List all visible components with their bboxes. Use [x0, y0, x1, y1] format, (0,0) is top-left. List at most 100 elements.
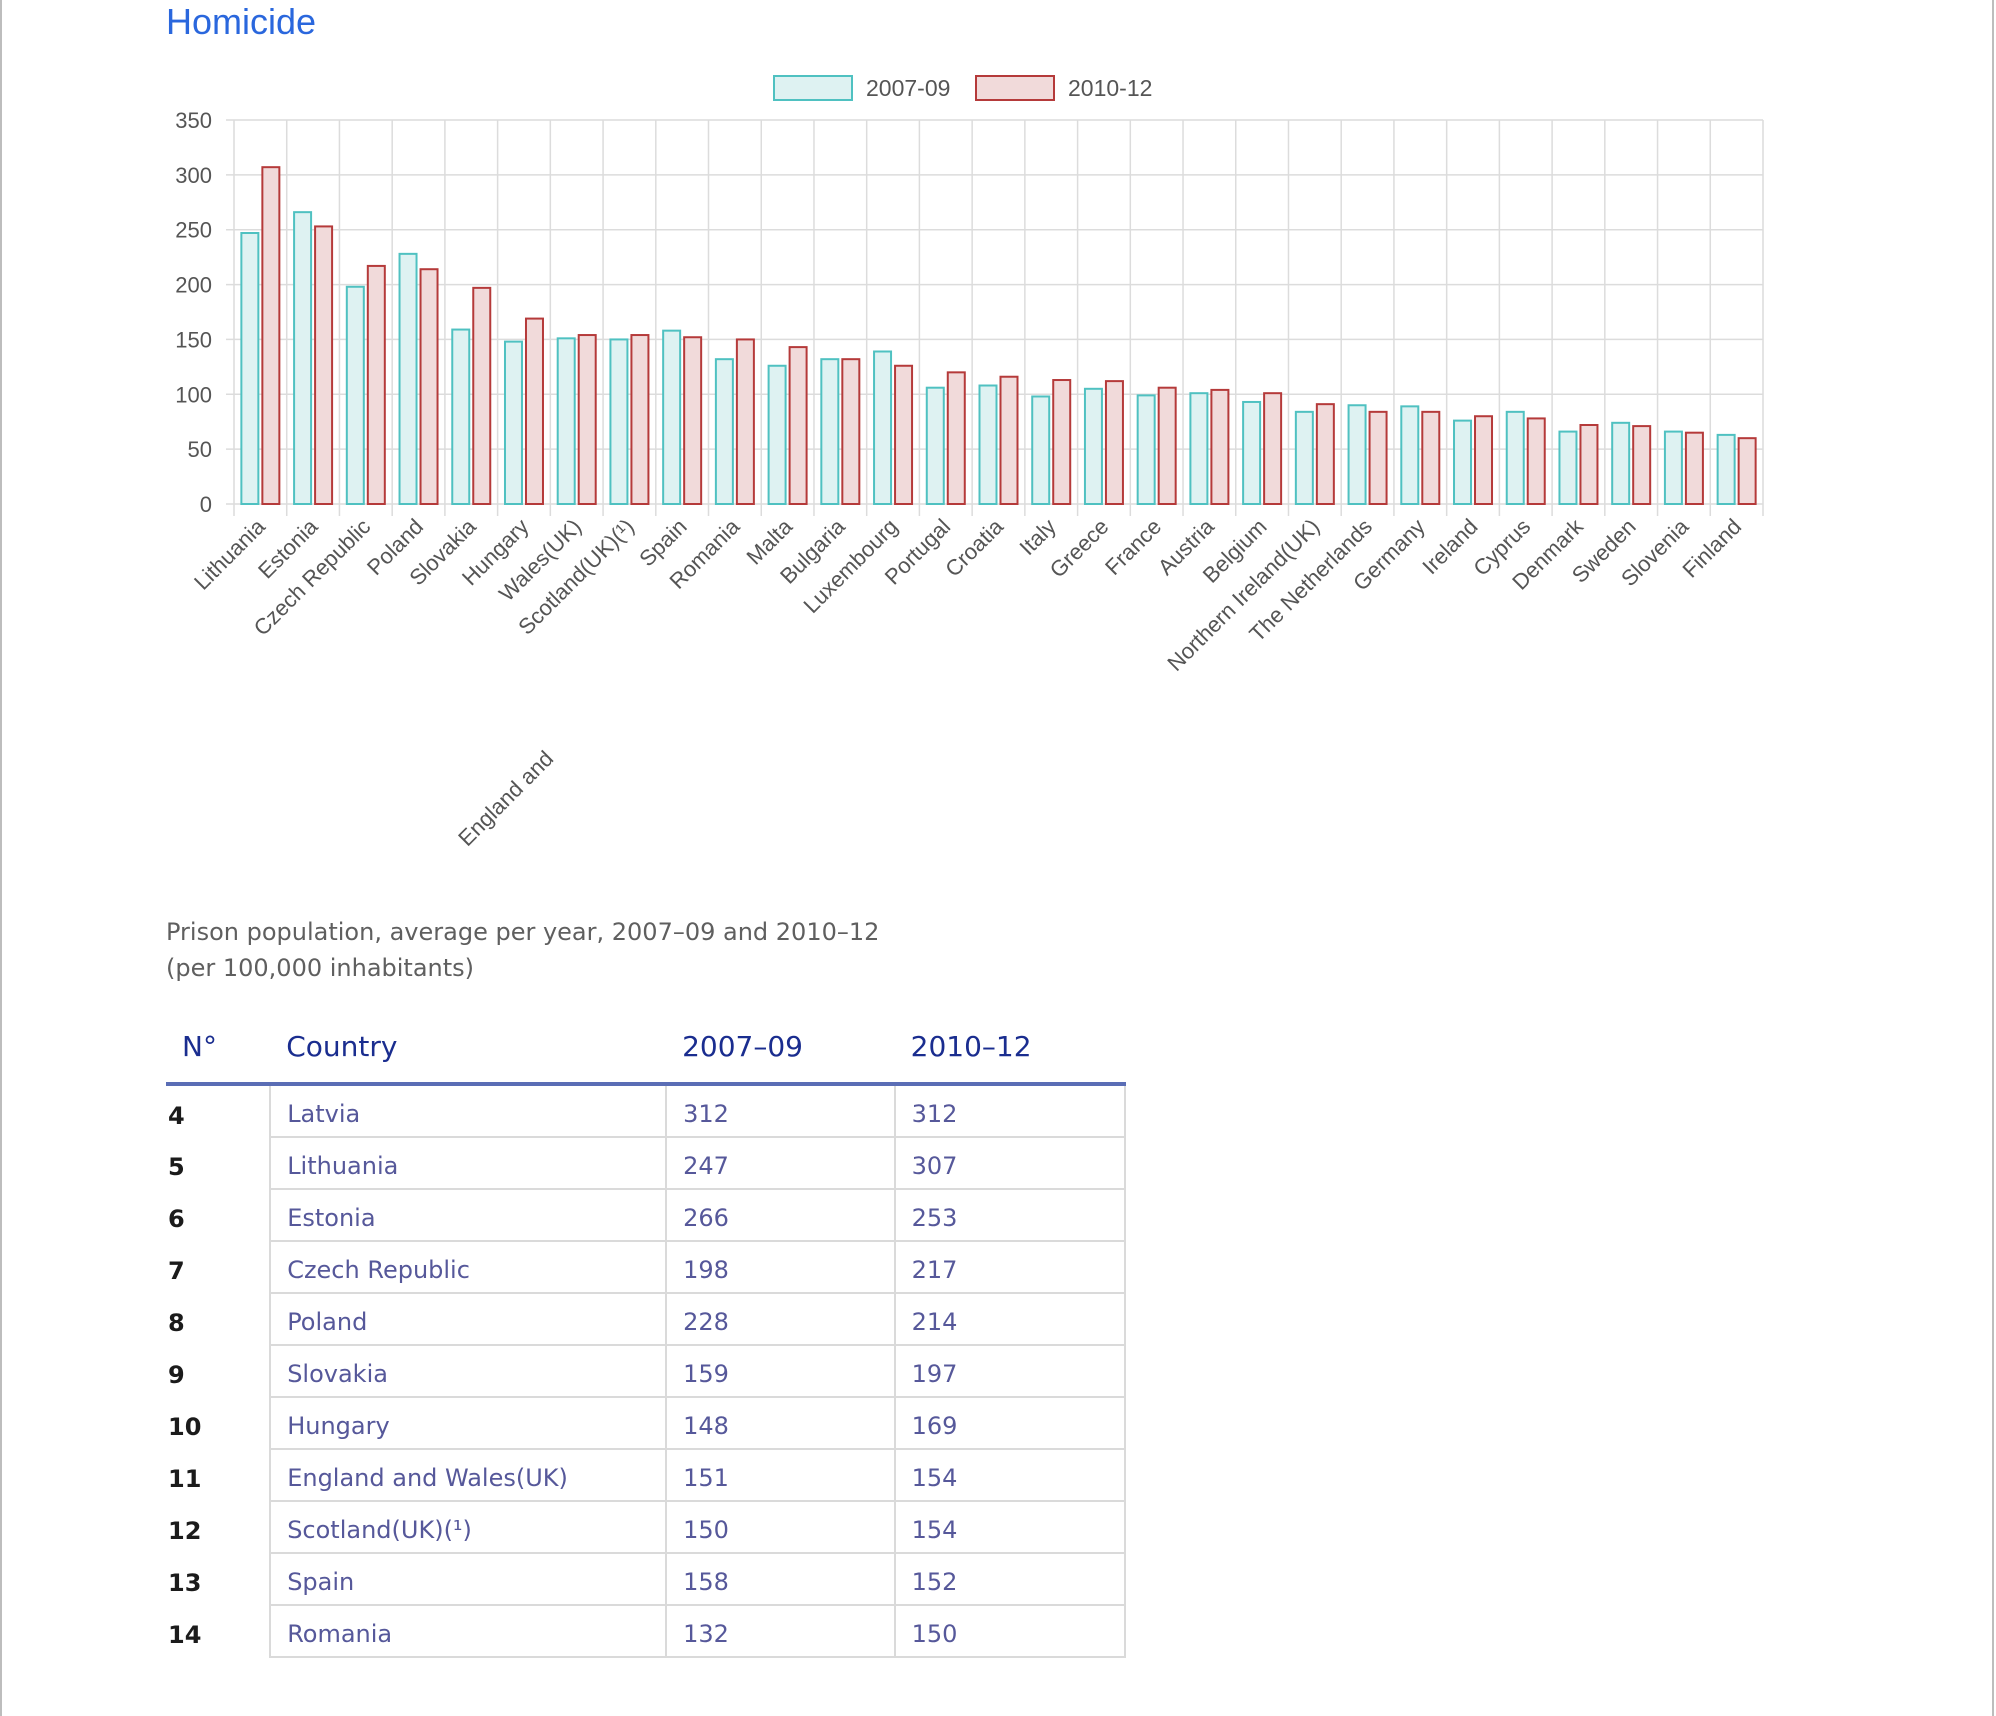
bar-2010-12[interactable] [1632, 425, 1652, 505]
legend-swatch-2007-09[interactable] [773, 75, 853, 101]
bar-2010-12[interactable] [999, 375, 1019, 505]
column-header-country[interactable]: Country [270, 1010, 667, 1086]
row-value-2010-12: 150 [893, 1605, 1127, 1658]
bar-2010-12[interactable] [1579, 424, 1599, 505]
bar-2007-09[interactable] [293, 211, 313, 505]
bar-2010-12[interactable] [366, 264, 386, 506]
bar-2007-09[interactable] [714, 358, 734, 506]
bar-2007-09[interactable] [240, 232, 260, 505]
x-tick-label: Ireland [1417, 514, 1482, 579]
row-country[interactable]: Romania [269, 1605, 667, 1658]
bar-2010-12[interactable] [524, 317, 544, 505]
bar-2010-12[interactable] [630, 334, 650, 506]
bar-2007-09[interactable] [978, 384, 998, 506]
bar-2007-09[interactable] [1453, 419, 1473, 506]
row-country[interactable]: Estonia [269, 1189, 667, 1242]
bar-2010-12[interactable] [1526, 417, 1546, 505]
bar-2007-09[interactable] [1400, 405, 1420, 505]
bar-2007-09[interactable] [503, 340, 523, 505]
table-row: 12 Scotland(UK)(¹) 150 154 [166, 1501, 1127, 1554]
bar-2007-09[interactable] [1611, 421, 1631, 505]
bar-2007-09[interactable] [925, 386, 945, 505]
section-heading: Homicide [166, 1, 317, 42]
bar-2007-09[interactable] [609, 338, 629, 505]
bar-2007-09[interactable] [767, 364, 787, 506]
row-value-2007-09: 151 [665, 1449, 895, 1502]
bar-2010-12[interactable] [788, 346, 808, 506]
bar-2007-09[interactable] [1083, 387, 1103, 505]
bar-2010-12[interactable] [894, 364, 914, 506]
bar-2007-09[interactable] [1294, 410, 1314, 505]
bar-2007-09[interactable] [1031, 395, 1051, 506]
row-value-2010-12: 169 [893, 1397, 1127, 1450]
row-country[interactable]: Lithuania [269, 1137, 667, 1190]
bar-2010-12[interactable] [1210, 388, 1230, 506]
bar-2010-12[interactable] [1263, 392, 1283, 505]
x-tick-label: Greece [1045, 514, 1114, 583]
table-header-row: N° Country 2007–09 2010–12 [166, 1010, 1125, 1086]
y-tick-label: 0 [200, 492, 212, 517]
bar-2007-09[interactable] [1716, 433, 1736, 506]
table-row: 8 Poland 228 214 [166, 1293, 1127, 1346]
row-country[interactable]: Czech Republic [269, 1241, 667, 1294]
bar-2010-12[interactable] [1104, 380, 1124, 505]
bar-2007-09[interactable] [345, 285, 365, 505]
column-header-number[interactable]: N° [166, 1010, 271, 1086]
bar-2010-12[interactable] [683, 336, 703, 505]
row-country[interactable]: England and Wales(UK) [269, 1449, 667, 1502]
bar-2010-12[interactable] [1684, 431, 1704, 505]
prison-population-table: N° Country 2007–09 2010–12 4 Latvia 312 312… [166, 1010, 1127, 1658]
bar-2007-09[interactable] [1189, 392, 1209, 505]
row-value-2010-12: 197 [893, 1345, 1127, 1398]
row-country[interactable]: Poland [269, 1293, 667, 1346]
column-header-2010-12[interactable]: 2010–12 [894, 1010, 1125, 1086]
row-number: 12 [168, 1517, 202, 1545]
row-country[interactable]: Slovakia [269, 1345, 667, 1398]
caption-line-2: (per 100,000 inhabitants) [166, 954, 475, 982]
row-value-2010-12: 307 [893, 1137, 1127, 1190]
bar-2007-09[interactable] [451, 328, 471, 505]
legend-label-2010-12[interactable]: 2010-12 [1068, 75, 1152, 101]
legend-swatch-2010-12[interactable] [975, 75, 1055, 101]
row-country[interactable]: Spain [269, 1553, 667, 1606]
bar-2010-12[interactable] [946, 371, 966, 506]
x-tick-label: England and [453, 746, 558, 851]
bar-2007-09[interactable] [820, 358, 840, 506]
row-value-2007-09: 159 [665, 1345, 895, 1398]
bar-2007-09[interactable] [1505, 410, 1525, 505]
row-country[interactable]: Scotland(UK)(¹) [269, 1501, 667, 1554]
row-number: 9 [168, 1361, 185, 1389]
bar-2010-12[interactable] [1157, 386, 1177, 505]
bar-2010-12[interactable] [1474, 415, 1494, 506]
bar-2007-09[interactable] [1347, 404, 1367, 505]
row-country[interactable]: Latvia [269, 1084, 667, 1138]
row-number: 14 [168, 1621, 202, 1649]
bar-2007-09[interactable] [398, 252, 418, 505]
bar-2010-12[interactable] [419, 268, 439, 505]
bar-2010-12[interactable] [472, 286, 492, 505]
bar-2007-09[interactable] [662, 329, 682, 505]
bar-2010-12[interactable] [314, 225, 334, 505]
bar-2010-12[interactable] [261, 166, 281, 505]
bar-2007-09[interactable] [1136, 394, 1156, 505]
bar-2007-09[interactable] [556, 337, 576, 505]
bar-2010-12[interactable] [735, 338, 755, 505]
bar-2010-12[interactable] [577, 334, 597, 506]
row-value-2010-12: 217 [893, 1241, 1127, 1294]
legend-label-2007-09[interactable]: 2007-09 [866, 75, 950, 101]
row-country[interactable]: Hungary [269, 1397, 667, 1450]
bar-2010-12[interactable] [841, 358, 861, 506]
bar-2007-09[interactable] [1558, 430, 1578, 505]
row-value-2010-12: 312 [893, 1084, 1127, 1138]
bar-2010-12[interactable] [1052, 379, 1072, 505]
bar-2010-12[interactable] [1421, 410, 1441, 505]
table-row: 11 England and Wales(UK) 151 154 [166, 1449, 1127, 1502]
bar-2007-09[interactable] [1242, 400, 1262, 506]
column-header-2007-09[interactable]: 2007–09 [666, 1010, 895, 1086]
bar-2010-12[interactable] [1737, 437, 1757, 505]
bar-2010-12[interactable] [1368, 410, 1388, 505]
bar-2007-09[interactable] [873, 350, 893, 505]
bar-2010-12[interactable] [1315, 403, 1335, 505]
x-tick-label: Italy [1015, 514, 1061, 560]
bar-2007-09[interactable] [1663, 430, 1683, 505]
